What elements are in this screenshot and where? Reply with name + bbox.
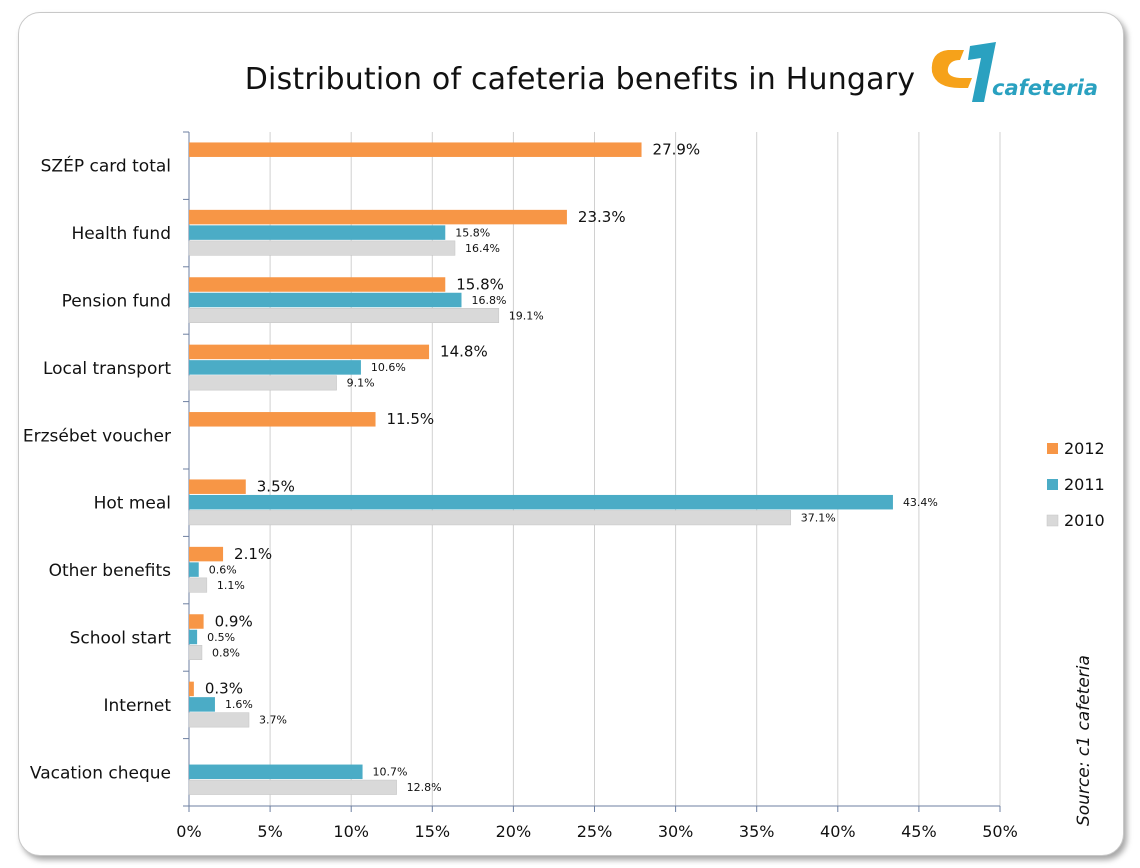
bar-2010	[188, 240, 456, 256]
bar-2012	[189, 344, 430, 360]
chart-title: Distribution of cafeteria benefits in Hu…	[244, 62, 916, 97]
data-label-2010: 37.1%	[801, 511, 836, 524]
x-tick-label: 0%	[176, 822, 201, 841]
bar-2010	[188, 510, 792, 526]
data-label-2010: 1.1%	[217, 579, 245, 592]
bar-2011	[189, 562, 199, 577]
bar-2011	[189, 225, 446, 240]
bar-2011	[189, 292, 462, 308]
category-label: Pension fund	[62, 292, 171, 312]
data-label-2010: 0.8%	[212, 646, 240, 659]
category-label: Health fund	[71, 224, 171, 244]
data-label-2012: 14.8%	[440, 343, 488, 361]
category-label: Erzsébet voucher	[23, 426, 171, 446]
bar-2011	[189, 764, 363, 780]
category-label: Vacation cheque	[30, 763, 171, 783]
x-tick-label: 10%	[333, 822, 369, 841]
data-label-2011: 15.8%	[455, 226, 490, 239]
data-label-2012: 15.8%	[456, 275, 504, 293]
category-label: Internet	[103, 696, 171, 716]
bar-2010	[188, 308, 500, 323]
bar-2011	[189, 697, 215, 712]
x-tick-label: 15%	[415, 822, 451, 841]
x-tick-label: 50%	[982, 822, 1018, 841]
data-label-2012: 0.9%	[215, 612, 253, 630]
logo-wordmark: cafeteria	[992, 76, 1099, 100]
bar-2010	[188, 645, 203, 660]
data-label-2012: 23.3%	[578, 208, 626, 226]
bar-2010	[188, 779, 397, 795]
x-tick-label: 40%	[820, 822, 856, 841]
data-label-2011: 1.6%	[225, 698, 253, 711]
data-label-2010: 12.8%	[407, 781, 442, 794]
legend-swatch-2012	[1047, 443, 1058, 454]
legend-swatch-2010	[1046, 514, 1059, 527]
x-tick-label: 30%	[658, 822, 694, 841]
x-tick-label: 20%	[496, 822, 532, 841]
data-label-2010: 9.1%	[347, 377, 375, 390]
data-label-2012: 27.9%	[653, 140, 701, 158]
x-tick-label: 5%	[257, 822, 282, 841]
bar-2010	[188, 375, 337, 391]
bar-2012	[189, 209, 567, 225]
bar-2012	[189, 546, 224, 562]
data-label-2012: 2.1%	[234, 545, 272, 563]
cafeteria-logo	[931, 42, 996, 102]
data-label-2011: 10.6%	[371, 361, 406, 374]
data-label-2010: 19.1%	[509, 309, 544, 322]
data-label-2012: 0.3%	[205, 680, 243, 698]
data-label-2010: 3.7%	[259, 714, 287, 727]
bar-2012	[189, 277, 446, 292]
data-label-2012: 3.5%	[257, 477, 295, 495]
bar-2011	[189, 494, 893, 510]
x-tick-label: 45%	[901, 822, 937, 841]
bar-2011	[189, 629, 198, 645]
data-label-2011: 0.6%	[209, 563, 237, 576]
data-label-2010: 16.4%	[465, 242, 500, 255]
category-label: Hot meal	[94, 494, 171, 514]
legend-label-2012: 2012	[1064, 439, 1105, 458]
x-tick-label: 25%	[577, 822, 613, 841]
category-label: Other benefits	[49, 561, 172, 581]
bar-2010	[188, 712, 250, 728]
bar-2012	[189, 614, 204, 629]
legend-label-2011: 2011	[1064, 475, 1105, 494]
bar-2012	[189, 681, 194, 697]
data-label-2011: 16.8%	[471, 294, 506, 307]
legend-label-2010: 2010	[1064, 511, 1105, 530]
data-label-2011: 10.7%	[373, 766, 408, 779]
data-label-2011: 0.5%	[207, 631, 235, 644]
data-label-2011: 43.4%	[903, 496, 938, 509]
legend-swatch-2011	[1047, 479, 1058, 490]
bar-2010	[188, 577, 208, 593]
bar-2012	[189, 479, 246, 494]
data-label-2012: 11.5%	[387, 410, 435, 428]
category-label: Local transport	[43, 359, 171, 379]
category-label: School start	[70, 629, 172, 649]
source-note: Source: c1 cafeteria	[1074, 655, 1094, 826]
bar-2012	[189, 412, 376, 427]
category-label: SZÉP card total	[41, 155, 171, 177]
bar-2011	[189, 360, 361, 375]
x-tick-label: 35%	[739, 822, 775, 841]
bar-2012	[189, 142, 642, 157]
